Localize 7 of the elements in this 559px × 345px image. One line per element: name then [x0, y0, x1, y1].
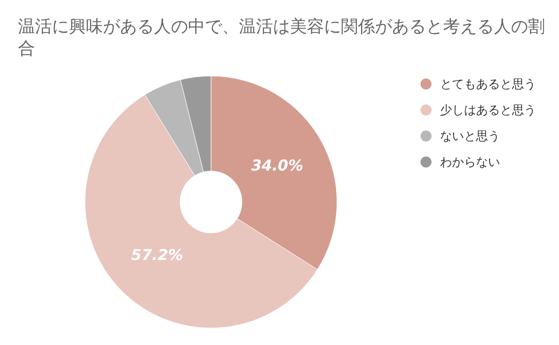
data-label: 34.0%: [251, 156, 304, 175]
legend-label: ないと思う: [440, 129, 500, 143]
legend-label: わからない: [440, 155, 500, 169]
chart-title: 温活に興味がある人の中で、温活は美容に関係があると考える人の割合: [18, 17, 545, 59]
data-label: 57.2%: [131, 246, 184, 264]
legend-label: とてもあると思う: [440, 77, 536, 91]
legend-label: 少しはあると思う: [440, 103, 536, 117]
